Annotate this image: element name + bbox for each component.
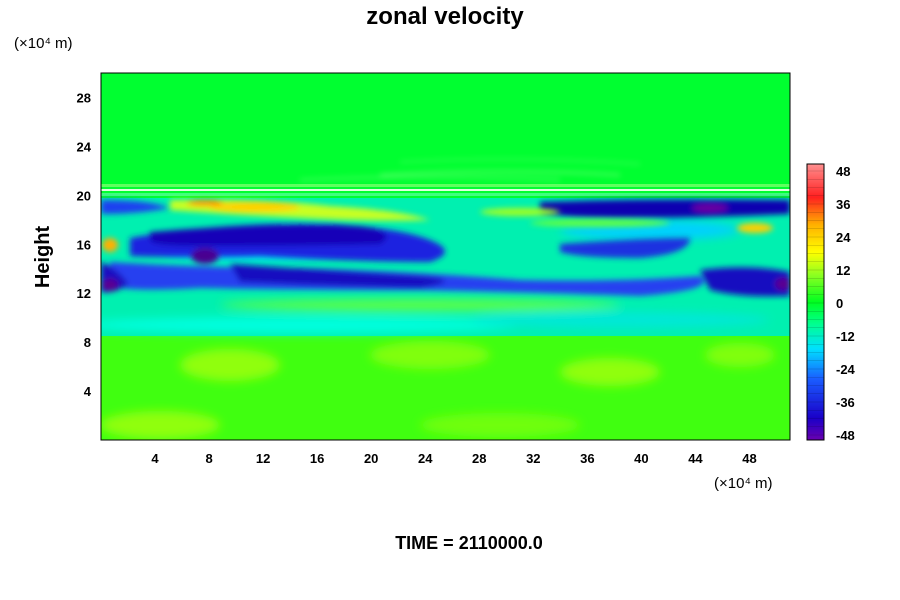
y-tick-label: 24 (77, 139, 92, 154)
colorbar: 48 36 24 12 0 -12 -24 -36 -48 (806, 163, 856, 443)
x-tick-label: 24 (418, 451, 433, 466)
x-tick-label: 32 (526, 451, 540, 466)
y-tick-label: 16 (77, 237, 91, 252)
heatmap-plot-area (101, 73, 790, 440)
y-tick-label: 20 (77, 188, 91, 203)
x-tick-label: 12 (256, 451, 270, 466)
time-label: TIME = 2110000.0 (395, 533, 543, 553)
colorbar-tick-label: -24 (836, 362, 856, 377)
x-tick-label: 4 (151, 451, 159, 466)
colorbar-gradient (806, 163, 825, 441)
colorbar-tick-label: 12 (836, 263, 850, 278)
y-tick-label: 12 (77, 286, 91, 301)
x-tick-label: 28 (472, 451, 486, 466)
x-tick-label: 20 (364, 451, 378, 466)
x-tick-label: 40 (634, 451, 648, 466)
colorbar-tick-label: 48 (836, 164, 850, 179)
colorbar-tick-label: -48 (836, 428, 855, 443)
y-tick-label: 28 (77, 90, 91, 105)
x-unit-label: (×10⁴ m) (714, 475, 773, 492)
x-tick-label: 8 (205, 451, 212, 466)
colorbar-tick-labels: 48 36 24 12 0 -12 -24 -36 -48 (836, 164, 856, 443)
x-tick-labels: 4 8 12 16 20 24 28 32 36 40 44 48 (151, 451, 756, 466)
y-axis-label: Height (32, 226, 54, 289)
x-tick-label: 48 (742, 451, 756, 466)
plot-frame (100, 72, 791, 441)
y-unit-label: (×10⁴ m) (14, 35, 73, 52)
colorbar-tick-label: -12 (836, 329, 855, 344)
colorbar-tick-label: 24 (836, 230, 851, 245)
y-tick-label: 4 (84, 384, 92, 399)
y-tick-label: 8 (84, 335, 91, 350)
x-tick-label: 16 (310, 451, 324, 466)
x-tick-label: 44 (688, 451, 703, 466)
colorbar-tick-label: 36 (836, 197, 850, 212)
x-tick-label: 36 (580, 451, 594, 466)
chart-title: zonal velocity (366, 3, 524, 30)
colorbar-tick-label: -36 (836, 395, 855, 410)
y-tick-labels: 4 8 12 16 20 24 28 (77, 90, 92, 399)
colorbar-tick-label: 0 (836, 296, 843, 311)
